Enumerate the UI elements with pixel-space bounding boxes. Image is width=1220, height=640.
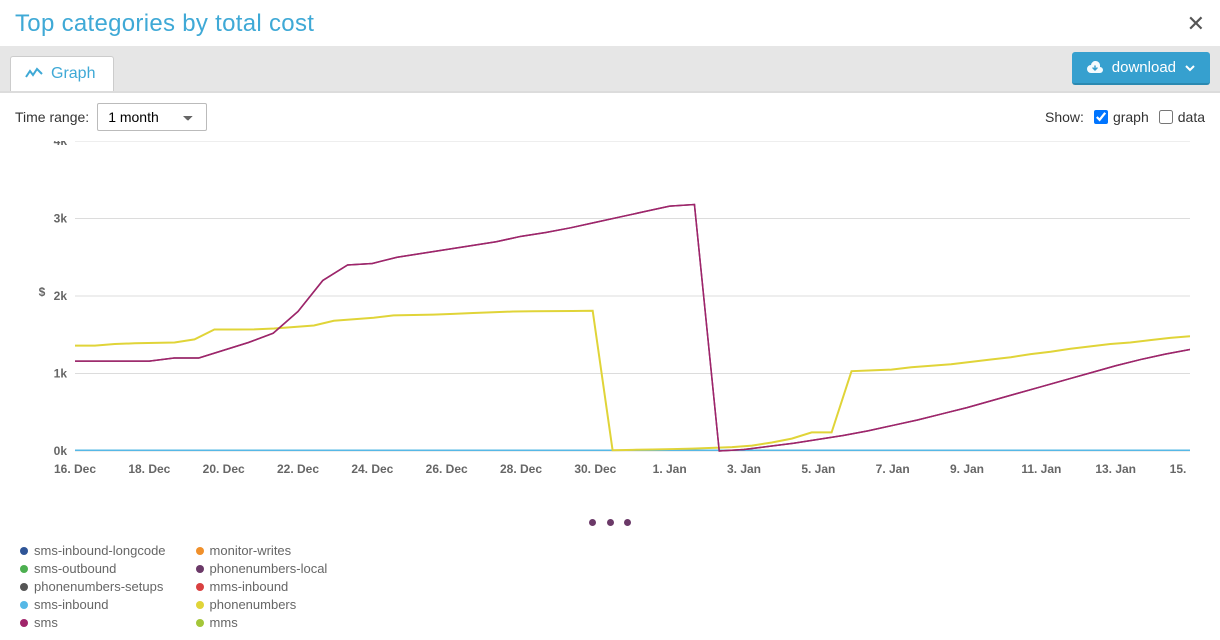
svg-text:4k: 4k <box>54 141 68 148</box>
tabs: Graph <box>10 56 114 91</box>
legend-item[interactable]: sms-outbound <box>20 561 166 576</box>
legend-label: sms-inbound-longcode <box>34 543 166 558</box>
panel: Top categories by total cost ✕ Graph dow… <box>0 0 1220 640</box>
svg-text:1. Jan: 1. Jan <box>653 462 687 476</box>
panel-title: Top categories by total cost <box>15 10 314 38</box>
show-controls: Show: graph data <box>1045 109 1205 125</box>
tab-label: Graph <box>51 65 95 83</box>
show-label: Show: <box>1045 109 1084 125</box>
svg-text:0k: 0k <box>54 444 68 458</box>
nav-dots[interactable] <box>0 511 1220 533</box>
nav-dot[interactable] <box>607 519 614 526</box>
svg-text:24. Dec: 24. Dec <box>351 462 393 476</box>
svg-text:3k: 3k <box>54 212 68 226</box>
line-chart: 0k 1k 2k 3k 4k $16. Dec 18. Dec 20. Dec 22. Dec 2… <box>30 141 1190 511</box>
legend-label: phonenumbers-setups <box>34 579 163 594</box>
svg-text:$: $ <box>39 285 46 299</box>
legend-dot <box>196 601 204 609</box>
legend-item[interactable]: phonenumbers-setups <box>20 579 166 594</box>
legend-item[interactable]: monitor-writes <box>196 543 328 558</box>
svg-text:13. Jan: 13. Jan <box>1095 462 1136 476</box>
legend-label: mms <box>210 615 238 630</box>
legend-item[interactable]: sms <box>20 615 166 630</box>
show-data-checkbox[interactable] <box>1159 110 1173 124</box>
time-range-label: Time range: <box>15 109 89 125</box>
time-range-control: Time range: 1 month3 months6 months1 yea… <box>15 103 207 131</box>
svg-text:11. Jan: 11. Jan <box>1021 462 1061 476</box>
legend-label: mms-inbound <box>210 579 289 594</box>
legend-dot <box>196 565 204 573</box>
legend-dot <box>20 583 28 591</box>
svg-text:1k: 1k <box>54 367 68 381</box>
svg-text:16. Dec: 16. Dec <box>54 462 96 476</box>
tab-bar: Graph download <box>0 46 1220 93</box>
legend-item[interactable]: mms-inbound <box>196 579 328 594</box>
show-graph-label: graph <box>1113 109 1149 125</box>
legend-dot <box>196 583 204 591</box>
show-data-label: data <box>1178 109 1205 125</box>
svg-text:20. Dec: 20. Dec <box>203 462 245 476</box>
chart-area: 0k 1k 2k 3k 4k $16. Dec 18. Dec 20. Dec 22. Dec 2… <box>0 141 1220 511</box>
legend-label: phonenumbers <box>210 597 297 612</box>
legend-item[interactable]: phonenumbers-local <box>196 561 328 576</box>
legend-label: sms <box>34 615 58 630</box>
svg-text:26. Dec: 26. Dec <box>426 462 468 476</box>
svg-text:18. Dec: 18. Dec <box>128 462 170 476</box>
legend-dot <box>196 547 204 555</box>
svg-text:7. Jan: 7. Jan <box>876 462 910 476</box>
legend-dot <box>20 619 28 627</box>
legend-label: monitor-writes <box>210 543 292 558</box>
show-graph-checkbox[interactable] <box>1094 110 1108 124</box>
close-icon[interactable]: ✕ <box>1187 11 1205 37</box>
svg-text:5. Jan: 5. Jan <box>801 462 835 476</box>
cloud-download-icon <box>1086 61 1104 75</box>
legend-column: monitor-writes phonenumbers-local mms-inbo… <box>196 543 328 630</box>
panel-header: Top categories by total cost ✕ <box>0 0 1220 46</box>
legend-item[interactable]: sms-inbound-longcode <box>20 543 166 558</box>
svg-text:3. Jan: 3. Jan <box>727 462 761 476</box>
show-data-option[interactable]: data <box>1159 109 1205 125</box>
download-label: download <box>1112 59 1176 76</box>
svg-text:30. Dec: 30. Dec <box>574 462 616 476</box>
legend-label: sms-outbound <box>34 561 116 576</box>
svg-text:2k: 2k <box>54 289 68 303</box>
legend-dot <box>20 601 28 609</box>
legend-item[interactable]: phonenumbers <box>196 597 328 612</box>
show-graph-option[interactable]: graph <box>1094 109 1149 125</box>
legend: sms-inbound-longcode sms-outbound phonenum… <box>0 533 1220 640</box>
graph-icon <box>25 67 43 81</box>
legend-label: phonenumbers-local <box>210 561 328 576</box>
nav-dot[interactable] <box>624 519 631 526</box>
legend-dot <box>20 547 28 555</box>
nav-dot[interactable] <box>589 519 596 526</box>
legend-label: sms-inbound <box>34 597 108 612</box>
svg-text:22. Dec: 22. Dec <box>277 462 319 476</box>
controls-bar: Time range: 1 month3 months6 months1 yea… <box>0 93 1220 141</box>
legend-dot <box>196 619 204 627</box>
legend-item[interactable]: mms <box>196 615 328 630</box>
time-range-select[interactable]: 1 month3 months6 months1 year <box>97 103 207 131</box>
svg-text:28. Dec: 28. Dec <box>500 462 542 476</box>
svg-text:15. Jan: 15. Jan <box>1170 462 1190 476</box>
tab-graph[interactable]: Graph <box>10 56 114 91</box>
legend-item[interactable]: sms-inbound <box>20 597 166 612</box>
legend-dot <box>20 565 28 573</box>
chevron-down-icon <box>1184 64 1196 72</box>
download-button[interactable]: download <box>1072 52 1210 85</box>
legend-column: sms-inbound-longcode sms-outbound phonenum… <box>20 543 166 630</box>
svg-text:9. Jan: 9. Jan <box>950 462 984 476</box>
